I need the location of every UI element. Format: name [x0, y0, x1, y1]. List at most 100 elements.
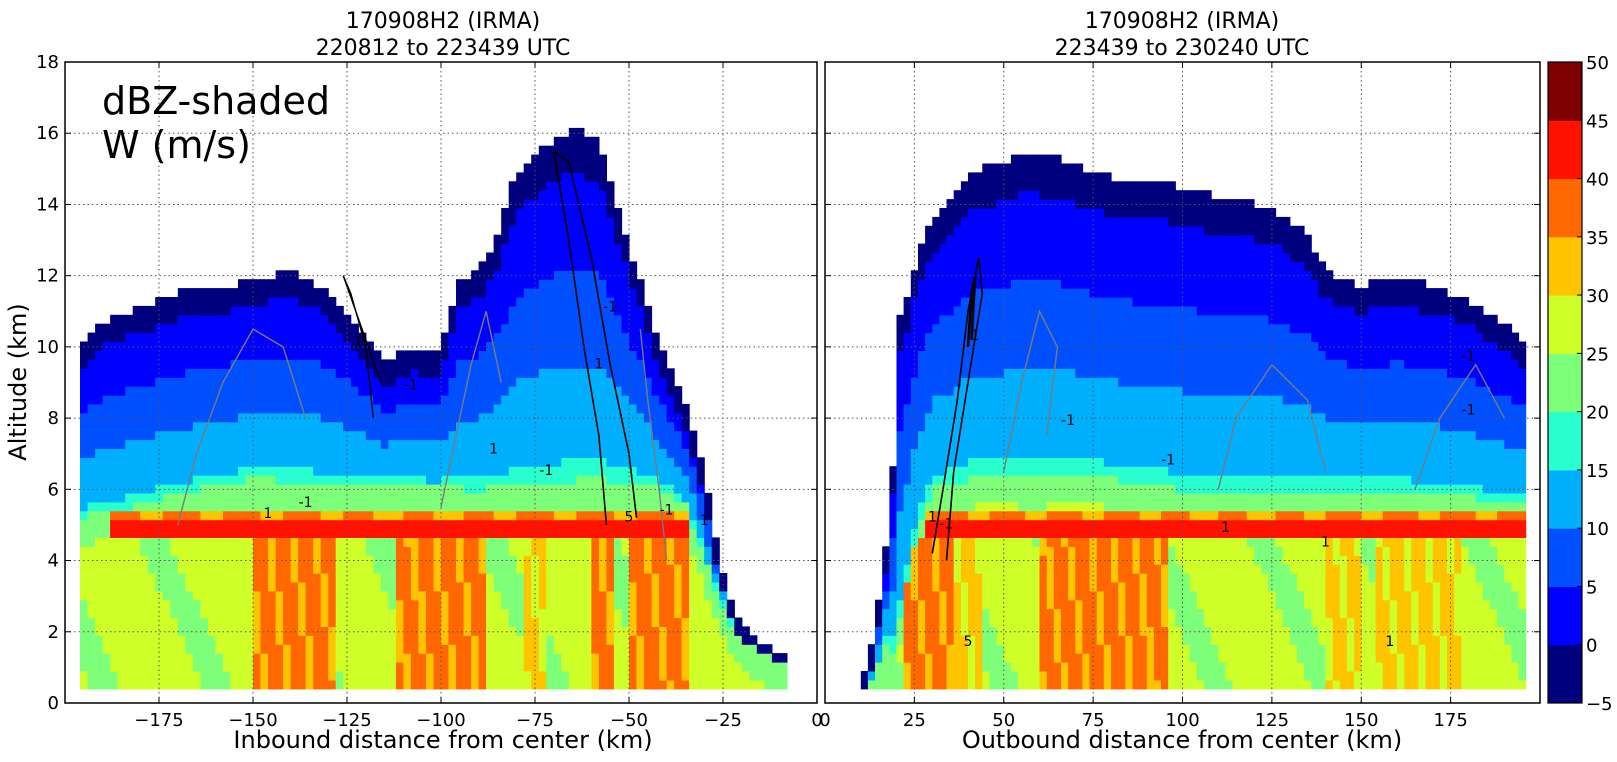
- dbz-cell: [561, 208, 570, 218]
- dbz-cell: [155, 475, 164, 485]
- dbz-cell: [553, 492, 562, 503]
- dbz-cell: [903, 448, 912, 458]
- dbz-cell: [764, 679, 773, 690]
- dbz-cell: [553, 555, 562, 565]
- dbz-cell: [561, 644, 570, 654]
- dbz-cell: [932, 341, 940, 351]
- dbz-cell: [125, 555, 134, 565]
- dbz-cell: [651, 421, 660, 432]
- dbz-cell: [418, 679, 427, 690]
- dbz-cell: [1003, 466, 1012, 476]
- dbz-cell: [989, 208, 998, 218]
- dbz-cell: [102, 484, 111, 494]
- dbz-cell: [696, 617, 705, 627]
- dbz-cell: [910, 635, 919, 645]
- dbz-cell: [681, 510, 690, 521]
- dbz-cell: [896, 644, 905, 654]
- dbz-cell: [501, 492, 510, 503]
- dbz-cell: [441, 573, 450, 583]
- dbz-cell: [403, 475, 412, 485]
- dbz-cell: [939, 510, 948, 521]
- dbz-cell: [222, 430, 231, 441]
- dbz-cell: [516, 332, 525, 343]
- dbz-cell: [523, 323, 532, 334]
- dbz-cell: [478, 288, 487, 298]
- dbz-cell: [253, 590, 262, 601]
- dbz-cell: [546, 528, 555, 538]
- dbz-cell: [478, 314, 487, 325]
- dbz-cell: [953, 573, 962, 583]
- dbz-cell: [960, 199, 969, 209]
- dbz-cell: [253, 599, 262, 610]
- dbz-cell: [268, 510, 277, 521]
- dbz-cell: [486, 528, 495, 538]
- dbz-cell: [598, 181, 607, 191]
- dbz-cell: [298, 573, 307, 583]
- dbz-cell: [719, 679, 728, 690]
- dbz-cell: [215, 484, 224, 494]
- dbz-cell: [283, 430, 292, 441]
- dbz-cell: [456, 439, 465, 449]
- dbz-cell: [373, 466, 382, 476]
- dbz-cell: [441, 341, 450, 351]
- dbz-cell: [681, 492, 690, 503]
- dbz-cell: [471, 662, 480, 672]
- dbz-cell: [538, 519, 547, 530]
- dbz-cell: [953, 243, 962, 254]
- dbz-cell: [674, 644, 683, 654]
- w-contour-label: 1: [489, 442, 498, 458]
- dbz-cell: [726, 635, 735, 645]
- dbz-cell: [903, 519, 912, 530]
- dbz-cell: [245, 457, 254, 467]
- dbz-cell: [268, 590, 277, 601]
- dbz-cell: [486, 537, 495, 547]
- dbz-cell: [373, 377, 382, 387]
- dbz-cell: [659, 599, 668, 610]
- dbz-cell: [335, 323, 344, 334]
- dbz-cell: [253, 617, 262, 627]
- dbz-cell: [177, 573, 186, 583]
- dbz-cell: [598, 537, 607, 547]
- dbz-cell: [110, 528, 119, 538]
- dbz-cell: [313, 475, 322, 485]
- dbz-cell: [380, 546, 389, 556]
- dbz-cell: [516, 261, 525, 271]
- dbz-cell: [110, 573, 119, 583]
- dbz-cell: [996, 457, 1005, 467]
- dbz-cell: [478, 412, 487, 423]
- dbz-cell: [953, 528, 962, 538]
- dbz-cell: [215, 590, 224, 601]
- dbz-cell: [418, 412, 427, 423]
- dbz-cell: [87, 679, 96, 690]
- dbz-cell: [365, 671, 374, 681]
- dbz-cell: [1003, 270, 1012, 280]
- dbz-cell: [583, 457, 592, 467]
- dbz-cell: [117, 653, 126, 663]
- dbz-cell: [162, 412, 171, 423]
- dbz-cell: [968, 537, 976, 547]
- dbz-cell: [162, 679, 171, 690]
- dbz-cell: [538, 332, 547, 343]
- dbz-cell: [200, 484, 209, 494]
- dbz-cell: [996, 546, 1005, 556]
- dbz-cell: [125, 635, 134, 645]
- dbz-cell: [493, 323, 502, 334]
- dbz-cell: [538, 252, 547, 262]
- dbz-cell: [1010, 599, 1019, 610]
- dbz-cell: [155, 466, 164, 476]
- dbz-cell: [290, 475, 299, 485]
- dbz-cell: [621, 599, 630, 610]
- dbz-cell: [418, 421, 427, 432]
- dbz-cell: [896, 341, 905, 351]
- dbz-cell: [335, 403, 344, 414]
- dbz-cell: [939, 492, 948, 503]
- dbz-cell: [305, 537, 314, 547]
- dbz-cell: [681, 599, 690, 610]
- dbz-cell: [80, 653, 89, 663]
- dbz-cell: [968, 208, 976, 218]
- dbz-cell: [903, 421, 912, 432]
- dbz-cell: [290, 368, 299, 378]
- dbz-cell: [192, 484, 201, 494]
- dbz-cell: [531, 635, 540, 645]
- dbz-cell: [463, 448, 472, 458]
